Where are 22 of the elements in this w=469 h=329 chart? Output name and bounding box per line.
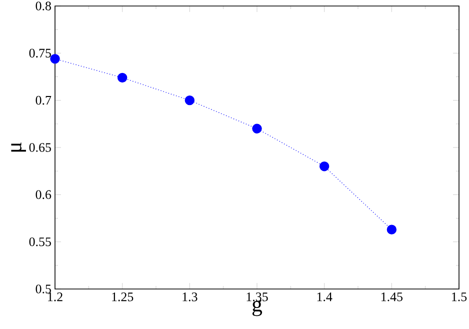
x-tick-label: 1.25	[112, 292, 134, 302]
point	[386, 224, 397, 234]
y-tick-label: 0.75	[29, 48, 51, 58]
x-tick-label: 1.3	[182, 292, 198, 302]
x-tick-label: 1.35	[246, 292, 268, 302]
point	[184, 95, 195, 106]
x-tick-label: 1.2	[48, 292, 62, 302]
point	[252, 124, 262, 134]
x-axis-title: g	[252, 300, 262, 316]
point	[319, 162, 330, 172]
x-tick-label: 1.5	[452, 292, 467, 302]
y-tick-label: 0.8	[36, 2, 51, 10]
y-tick-label: 0.55	[29, 237, 51, 246]
y-tick-label: 0.5	[36, 284, 51, 294]
x-tick-label: 1.45	[381, 292, 402, 302]
y-tick-label: 0.65	[29, 143, 51, 152]
point	[50, 54, 60, 64]
y-tick-label: 0.7	[36, 96, 52, 105]
x-tick-label: 1.4	[317, 292, 332, 302]
y-axis-title: μ	[11, 142, 26, 152]
y-tick-label: 0.6	[36, 190, 52, 200]
point	[117, 72, 128, 83]
